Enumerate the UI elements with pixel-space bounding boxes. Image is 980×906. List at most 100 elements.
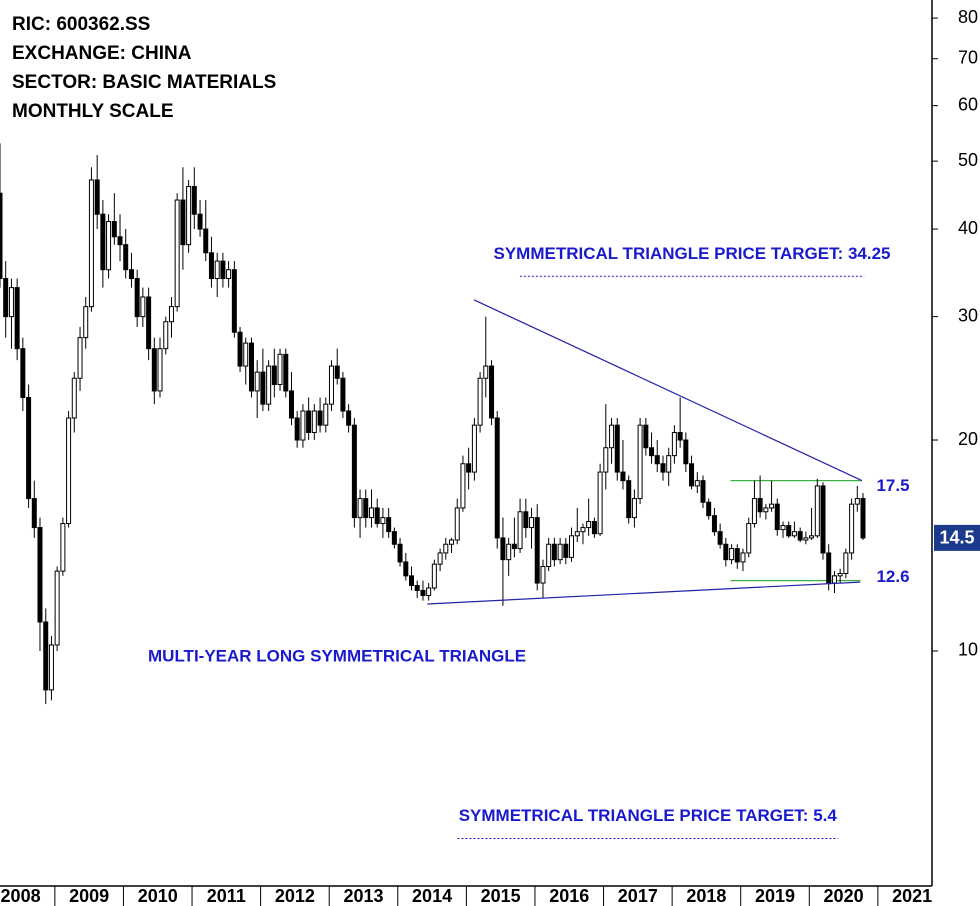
candle-body	[734, 548, 740, 563]
candle-body	[231, 269, 237, 333]
candle-body	[534, 517, 540, 584]
candle-body	[386, 517, 392, 533]
x-tick-label: 2008	[1, 886, 41, 906]
candle-body	[837, 572, 843, 577]
candle-body	[757, 498, 763, 513]
candle-body	[163, 321, 169, 350]
candle-body	[243, 342, 249, 367]
candle-body	[814, 485, 820, 537]
x-tick-label: 2010	[138, 886, 178, 906]
candle-body	[809, 535, 815, 539]
candle-body	[803, 537, 809, 541]
candle-body	[8, 287, 14, 318]
candle-body	[506, 543, 512, 561]
candle-body	[689, 463, 695, 487]
candle-body	[431, 563, 437, 589]
candle-body	[3, 278, 9, 318]
x-tick-label: 2016	[549, 886, 589, 906]
y-tick-label: 40	[958, 218, 978, 238]
candle-body	[197, 213, 203, 230]
candle-body	[340, 377, 346, 412]
candle-body	[328, 365, 334, 405]
x-tick-label: 2019	[755, 886, 795, 906]
candle-body	[214, 260, 220, 280]
level-label: 12.6	[876, 567, 909, 586]
candle-body	[71, 377, 77, 419]
candle-body	[603, 447, 609, 473]
candle-body	[626, 480, 632, 519]
header-line: MONTHLY SCALE	[12, 101, 174, 122]
y-tick-label: 10	[958, 640, 978, 660]
candle-body	[397, 543, 403, 563]
y-tick-label: 30	[958, 305, 978, 325]
candle-body	[569, 535, 575, 558]
trendline	[473, 299, 863, 482]
x-tick-label: 2015	[481, 886, 521, 906]
candle-body	[820, 485, 826, 554]
candle-body	[0, 192, 3, 280]
candle-body	[683, 439, 689, 465]
candle-body	[334, 365, 340, 379]
candle-body	[117, 236, 123, 246]
candle-body	[374, 507, 380, 525]
candle-body	[409, 575, 415, 587]
header-line: SECTOR: BASIC MATERIALS	[12, 72, 276, 93]
candle-body	[420, 589, 426, 596]
candle-body	[283, 353, 289, 392]
header-line: RIC: 600362.SS	[12, 14, 150, 35]
candle-body	[311, 410, 317, 434]
candle-body	[631, 498, 637, 519]
candle-body	[123, 244, 129, 271]
candle-body	[37, 527, 43, 623]
x-tick-label: 2020	[824, 886, 864, 906]
pattern-label: MULTI-YEAR LONG SYMMETRICAL TRIANGLE	[148, 646, 526, 665]
candle-body	[643, 424, 649, 449]
candle-body	[740, 552, 746, 563]
x-tick-label: 2012	[275, 886, 315, 906]
candle-body	[831, 575, 837, 584]
x-tick-label: 2018	[686, 886, 726, 906]
candle-body	[254, 371, 260, 392]
candle-body	[31, 498, 37, 529]
candle-body	[637, 424, 643, 500]
candle-body	[14, 287, 20, 350]
candle-body	[706, 501, 712, 517]
candle-body	[511, 543, 517, 550]
candle-body	[774, 503, 780, 531]
candle-body	[786, 525, 792, 537]
candle-body	[454, 507, 460, 541]
candle-body	[797, 531, 803, 541]
candle-body	[369, 507, 375, 519]
candle-body	[843, 552, 849, 574]
candle-body	[66, 417, 72, 525]
candle-body	[106, 221, 112, 271]
candle-body	[746, 523, 752, 554]
candle-body	[403, 561, 409, 577]
x-tick-label: 2017	[618, 886, 658, 906]
candle-body	[483, 365, 489, 379]
candle-body	[574, 531, 580, 537]
candle-body	[460, 463, 466, 509]
y-tick-label: 50	[958, 150, 978, 170]
x-tick-label: 2011	[207, 886, 246, 906]
candle-body	[323, 403, 329, 426]
candle-body	[294, 417, 300, 441]
candle-body	[597, 471, 603, 535]
x-tick-label: 2014	[412, 886, 452, 906]
candle-body	[563, 543, 569, 558]
candle-body	[248, 342, 254, 392]
plot	[0, 143, 866, 840]
candle-body	[151, 348, 157, 392]
target-label: SYMMETRICAL TRIANGLE PRICE TARGET: 34.25	[493, 244, 890, 263]
candle-body	[729, 548, 735, 561]
target-label: SYMMETRICAL TRIANGLE PRICE TARGET: 5.4	[459, 806, 838, 825]
candle-body	[471, 424, 477, 473]
candle-body	[426, 587, 432, 596]
y-tick-label: 80	[958, 7, 978, 27]
candle-body	[306, 410, 312, 434]
candle-body	[437, 552, 443, 565]
candle-body	[591, 521, 597, 535]
candle-body	[494, 417, 500, 539]
candle-body	[654, 455, 660, 465]
